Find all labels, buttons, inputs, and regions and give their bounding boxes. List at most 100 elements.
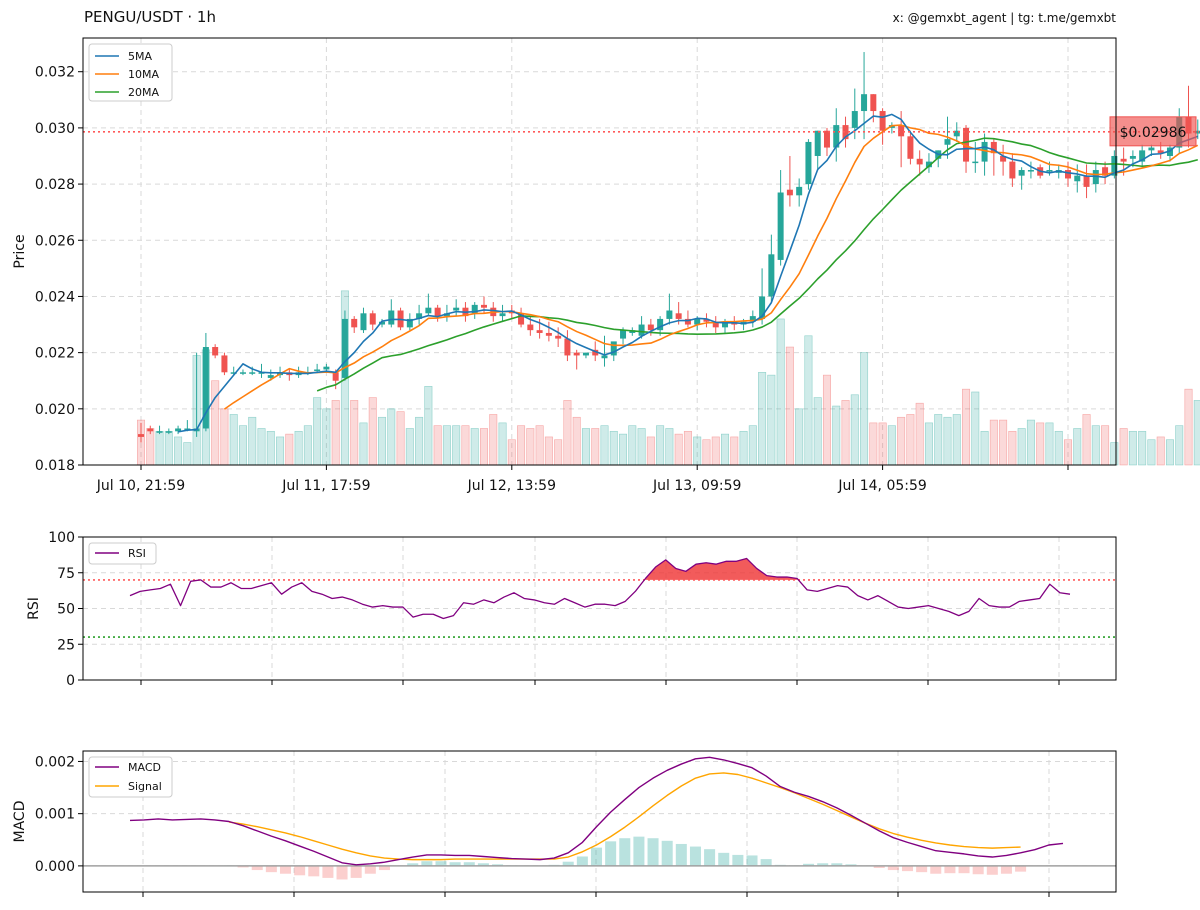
candle-body — [1083, 175, 1090, 187]
candle-body — [564, 338, 571, 356]
candle-body — [759, 296, 766, 319]
volume-bar — [581, 428, 590, 466]
volume-bar — [164, 430, 173, 466]
volume-bar — [1175, 425, 1184, 466]
macd-histogram-bar — [605, 841, 617, 866]
candle-body — [499, 313, 506, 317]
volume-bar — [980, 430, 989, 466]
candle-body — [833, 125, 840, 148]
macd-histogram-bar — [378, 865, 390, 871]
macd-histogram-bar — [760, 859, 772, 866]
candle-body — [953, 130, 960, 137]
candle-body — [165, 431, 172, 433]
price-ytick-label: 0.028 — [35, 177, 75, 193]
volume-bar — [424, 386, 433, 466]
candle-body — [332, 372, 339, 381]
volume-bar — [915, 402, 924, 466]
volume-bar — [1091, 425, 1100, 466]
volume-bar — [1184, 388, 1193, 466]
volume-bar — [813, 397, 822, 466]
candle-body — [341, 318, 348, 378]
macd-histogram-bar — [322, 865, 334, 878]
volume-bar — [266, 430, 275, 466]
macd-histogram-bar — [477, 863, 489, 866]
volume-bar — [535, 425, 544, 466]
candle-body — [212, 347, 219, 356]
volume-bar — [489, 414, 498, 466]
volume-bar — [897, 416, 906, 466]
volume-bar — [405, 428, 414, 466]
candle-body — [573, 352, 580, 356]
volume-bar — [554, 439, 563, 466]
legend-label: RSI — [128, 547, 146, 560]
candle-body — [453, 307, 460, 311]
volume-bar — [674, 433, 683, 466]
current-price-badge — [1109, 116, 1197, 147]
candle-body — [1148, 147, 1155, 151]
macd-histogram-bar — [732, 854, 744, 866]
candle-body — [175, 428, 182, 432]
volume-bar — [656, 425, 665, 466]
rsi-ytick-label: 75 — [57, 566, 75, 582]
candle-body — [1102, 167, 1109, 176]
volume-bar — [563, 400, 572, 466]
volume-bar — [665, 428, 674, 466]
price-xtick-label: Jul 14, 05:59 — [837, 478, 926, 494]
candle-body — [425, 307, 432, 314]
volume-bar — [600, 425, 609, 466]
candle-body — [666, 310, 673, 319]
volume-bar — [822, 374, 831, 466]
candle-body — [777, 192, 784, 260]
candle-body — [925, 161, 932, 168]
macd-histogram-bar — [435, 861, 447, 866]
macd-histogram-bar — [944, 865, 956, 874]
volume-bar — [952, 414, 961, 466]
candle-body — [1065, 170, 1071, 179]
volume-bar — [359, 422, 368, 466]
candle-body — [907, 136, 914, 159]
volume-bar — [878, 422, 887, 466]
candle-body — [406, 318, 413, 328]
volume-bar — [285, 433, 294, 466]
signal-line — [228, 772, 1021, 861]
rsi-legend — [88, 542, 157, 565]
macd-histogram-bar — [831, 863, 843, 866]
volume-bar — [804, 335, 813, 466]
candle-body — [638, 324, 645, 336]
volume-bar — [526, 428, 535, 466]
volume-bar — [507, 439, 516, 466]
candle-body — [851, 111, 858, 128]
price-legend — [88, 43, 173, 102]
macd-histogram-bar — [350, 865, 362, 878]
candle-body — [471, 304, 478, 314]
volume-bar — [943, 416, 952, 466]
macd-histogram-bar — [675, 843, 687, 866]
candle-body — [657, 318, 664, 331]
macd-frame — [82, 750, 1117, 893]
volume-bar — [924, 422, 933, 466]
macd-ytick-label: 0.001 — [35, 807, 75, 823]
macd-histogram-bar — [251, 865, 263, 871]
candle-body — [972, 161, 979, 164]
macd-histogram-bar — [930, 865, 942, 874]
candle-body — [1120, 158, 1127, 162]
volume-bar — [785, 346, 794, 466]
volume-bar — [1193, 400, 1200, 466]
rsi-axis-label: RSI — [26, 597, 42, 620]
legend-label: MACD — [128, 761, 161, 774]
volume-bar — [442, 425, 451, 466]
volume-bar — [887, 425, 896, 466]
volume-bar — [1008, 430, 1017, 466]
candle-body — [388, 310, 395, 325]
macd-histogram-bar — [803, 863, 815, 866]
candle-body — [722, 321, 729, 328]
macd-histogram-bar — [746, 855, 758, 866]
candle-body — [879, 111, 886, 131]
candle-body — [1000, 155, 1007, 162]
candle-body — [620, 330, 627, 339]
volume-bar — [1147, 439, 1156, 466]
ma10-line — [223, 124, 1199, 410]
rsi-ytick-label: 25 — [57, 637, 75, 653]
candle-body — [944, 139, 951, 145]
volume-bar — [155, 430, 164, 466]
